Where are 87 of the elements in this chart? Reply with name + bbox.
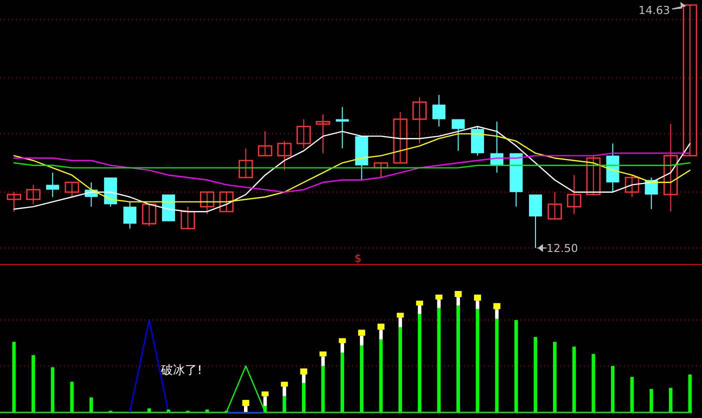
candlestick — [548, 192, 562, 220]
bar — [379, 330, 383, 340]
bar — [416, 300, 424, 306]
bar — [435, 294, 442, 300]
candlestick — [6, 192, 22, 212]
candlestick — [412, 96, 427, 144]
bar — [50, 367, 54, 412]
candlestick — [316, 114, 330, 154]
bar — [668, 388, 672, 412]
candlestick — [258, 130, 272, 156]
bar — [437, 308, 441, 412]
annotation: 12.50 — [546, 242, 578, 255]
bar — [377, 324, 384, 330]
candlestick — [452, 118, 465, 152]
bar — [398, 327, 402, 412]
bar — [282, 386, 286, 396]
bar — [630, 376, 634, 412]
candlestick — [46, 172, 60, 198]
bar — [90, 397, 94, 412]
bar — [147, 408, 151, 412]
bar — [12, 342, 16, 412]
bar — [302, 374, 306, 383]
bar — [493, 303, 500, 310]
bar — [321, 356, 325, 366]
candlestick — [566, 174, 582, 214]
bar — [396, 312, 404, 318]
candlestick — [142, 204, 156, 227]
candlestick — [219, 191, 234, 212]
bar — [340, 343, 344, 353]
bar — [456, 297, 460, 306]
bar — [398, 318, 402, 328]
bar — [358, 330, 366, 336]
bar — [280, 382, 288, 387]
bar — [437, 299, 441, 308]
candlestick — [26, 184, 40, 205]
bar — [282, 396, 286, 412]
bar — [32, 355, 36, 412]
bar — [474, 294, 482, 301]
candlestick — [336, 106, 349, 149]
candlestick — [624, 174, 640, 198]
bar — [321, 366, 325, 412]
bar — [592, 354, 596, 412]
bar — [320, 352, 327, 356]
candlestick — [296, 118, 311, 149]
bar — [610, 366, 614, 412]
bar — [70, 382, 74, 412]
candlestick — [432, 94, 446, 127]
bar — [688, 374, 692, 412]
bar — [418, 314, 422, 412]
candlestick — [682, 4, 698, 156]
bar — [360, 345, 364, 412]
bar — [300, 368, 308, 374]
bar — [340, 352, 344, 412]
bar — [244, 406, 248, 412]
candlestick — [528, 194, 542, 248]
annotation: 破冰了! — [160, 363, 202, 378]
candlestick — [123, 201, 136, 230]
candlestick — [64, 182, 80, 198]
bar — [553, 342, 557, 412]
bar — [454, 291, 462, 298]
bar — [242, 400, 250, 406]
candlestick — [200, 191, 214, 214]
bar — [514, 320, 518, 412]
bar — [476, 300, 480, 310]
bar — [302, 382, 306, 412]
bar — [476, 309, 480, 412]
bar — [262, 391, 269, 396]
bar — [263, 396, 267, 406]
bar — [360, 336, 364, 346]
bar — [534, 336, 538, 412]
candlestick — [180, 206, 195, 230]
bar — [495, 309, 499, 319]
bar — [338, 338, 346, 344]
bar — [418, 306, 422, 314]
candlestick — [586, 155, 601, 196]
candlestick — [238, 148, 253, 178]
candlestick — [393, 111, 408, 164]
candlestick — [277, 140, 292, 171]
bar — [456, 306, 460, 412]
text: $ — [354, 252, 362, 265]
bar — [379, 339, 383, 412]
bar — [495, 318, 499, 412]
candlestick — [490, 121, 504, 174]
candlestick — [664, 124, 678, 212]
annotation: 14.63 — [638, 4, 670, 17]
bar — [650, 389, 654, 412]
bar — [572, 346, 576, 412]
